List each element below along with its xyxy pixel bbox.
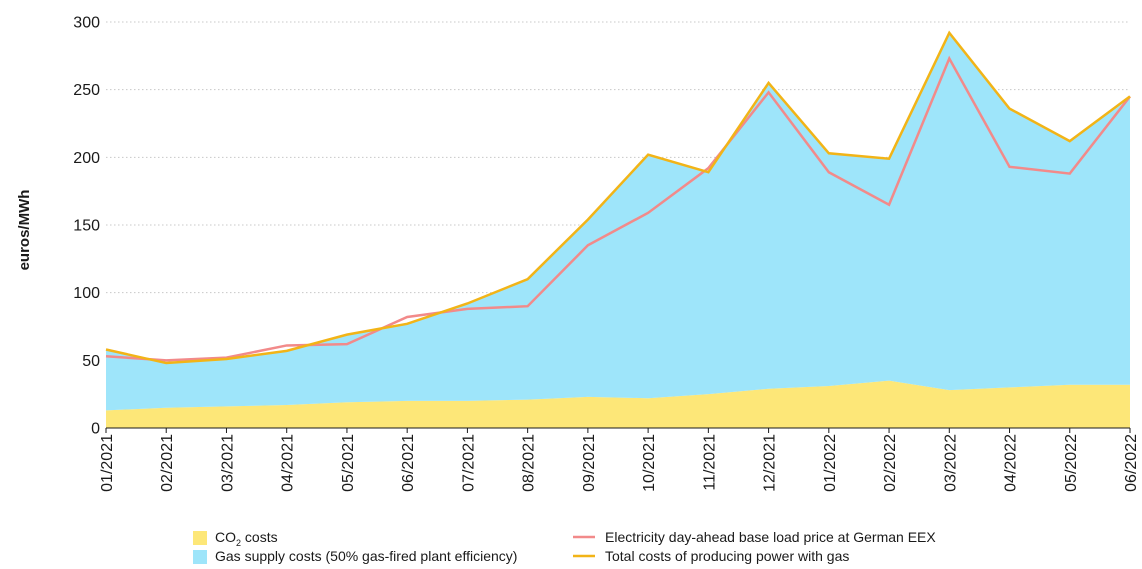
x-tick-label: 07/2021 <box>460 434 477 492</box>
legend-label: Total costs of producing power with gas <box>605 548 849 564</box>
x-tick-label: 03/2021 <box>219 434 236 492</box>
x-tick-label: 01/2021 <box>99 434 116 492</box>
x-tick-label: 06/2022 <box>1123 434 1140 492</box>
x-tick-label: 09/2021 <box>581 434 598 492</box>
x-tick-label: 03/2022 <box>942 434 959 492</box>
y-tick-label: 200 <box>73 150 100 167</box>
x-tick-label: 01/2022 <box>822 434 839 492</box>
legend-swatch <box>193 531 207 545</box>
x-tick-label: 04/2021 <box>280 434 297 492</box>
area-series-1 <box>106 32 1130 411</box>
x-tick-label: 11/2021 <box>701 434 718 491</box>
x-tick-label: 05/2022 <box>1063 434 1080 492</box>
x-tick-label: 10/2021 <box>641 434 658 492</box>
line-series-0 <box>105 55 1131 362</box>
y-tick-label: 300 <box>73 15 100 32</box>
x-axis: 01/2021 02/2021 03/2021 04/2021 05/2021 06/20… <box>99 427 1140 492</box>
x-tick-label: 08/2021 <box>521 434 538 492</box>
legend-label: Gas supply costs (50% gas-fired plant ef… <box>215 548 517 564</box>
y-tick-label: 150 <box>73 218 100 235</box>
legend-label: Electricity day-ahead base load price at… <box>605 529 936 545</box>
stacked-areas <box>106 32 1130 428</box>
line-series-1 <box>105 30 1131 365</box>
y-axis: 0 50 100 150 200 250 300 <box>73 15 100 438</box>
x-tick-label: 06/2021 <box>400 434 417 492</box>
y-axis-title: euros/MWh <box>16 190 33 271</box>
x-tick-label: 02/2022 <box>882 434 899 492</box>
legend-swatch <box>193 550 207 564</box>
x-tick-label: 04/2022 <box>1003 434 1020 492</box>
x-tick-label: 05/2021 <box>340 434 357 492</box>
y-tick-label: 100 <box>73 285 100 302</box>
legend-label: CO2 costs <box>215 529 278 548</box>
y-tick-label: 250 <box>73 82 100 99</box>
y-tick-label: 50 <box>82 353 100 370</box>
series-lines <box>105 30 1131 365</box>
y-tick-label: 0 <box>91 421 100 438</box>
x-tick-label: 12/2021 <box>762 434 779 492</box>
area-series-0 <box>106 380 1130 428</box>
x-tick-label: 02/2021 <box>159 434 176 492</box>
